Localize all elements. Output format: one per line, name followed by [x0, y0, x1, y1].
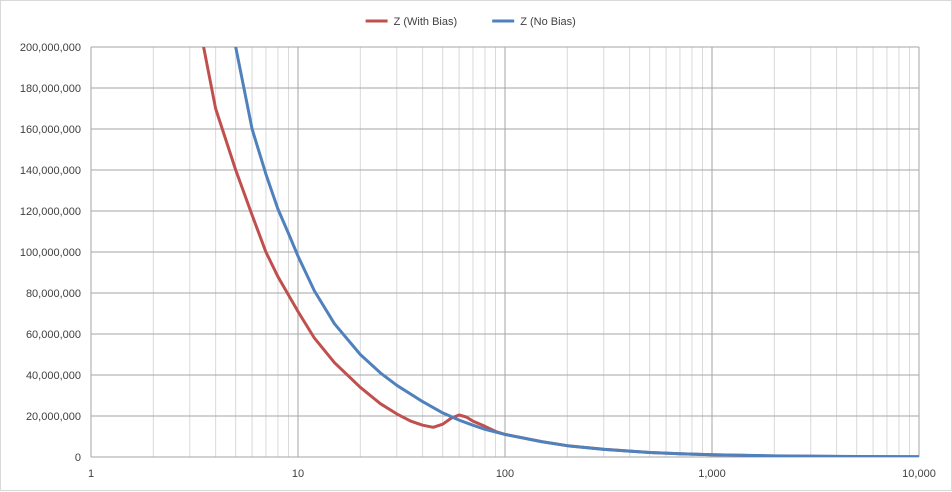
- y-tick-label: 180,000,000: [20, 83, 81, 95]
- x-axis-tick-labels: 1 10 100 1,000 10,000: [88, 468, 936, 480]
- y-tick-label: 120,000,000: [20, 206, 81, 218]
- y-tick-label: 80,000,000: [26, 288, 81, 300]
- series-line-no-bias: [234, 47, 919, 457]
- y-axis-tick-labels: 0 20,000,000 40,000,000 60,000,000 80,000,00…: [20, 42, 81, 464]
- x-tick-label: 10,000: [902, 468, 936, 480]
- x-tick-label: 1,000: [698, 468, 726, 480]
- y-tick-label: 0: [75, 452, 81, 464]
- y-tick-label: 200,000,000: [20, 42, 81, 54]
- x-tick-label: 1: [88, 468, 94, 480]
- x-tick-label: 10: [292, 468, 304, 480]
- legend: Z (With Bias) Z (No Bias): [365, 16, 576, 28]
- legend-label: Z (With Bias): [394, 16, 458, 28]
- y-tick-label: 160,000,000: [20, 124, 81, 136]
- y-tick-label: 100,000,000: [20, 247, 81, 259]
- y-tick-label: 40,000,000: [26, 370, 81, 382]
- y-tick-label: 60,000,000: [26, 329, 81, 341]
- y-tick-label: 140,000,000: [20, 165, 81, 177]
- x-tick-label: 100: [496, 468, 514, 480]
- legend-label: Z (No Bias): [520, 16, 576, 28]
- series-layer: [202, 47, 919, 457]
- y-tick-label: 20,000,000: [26, 411, 81, 423]
